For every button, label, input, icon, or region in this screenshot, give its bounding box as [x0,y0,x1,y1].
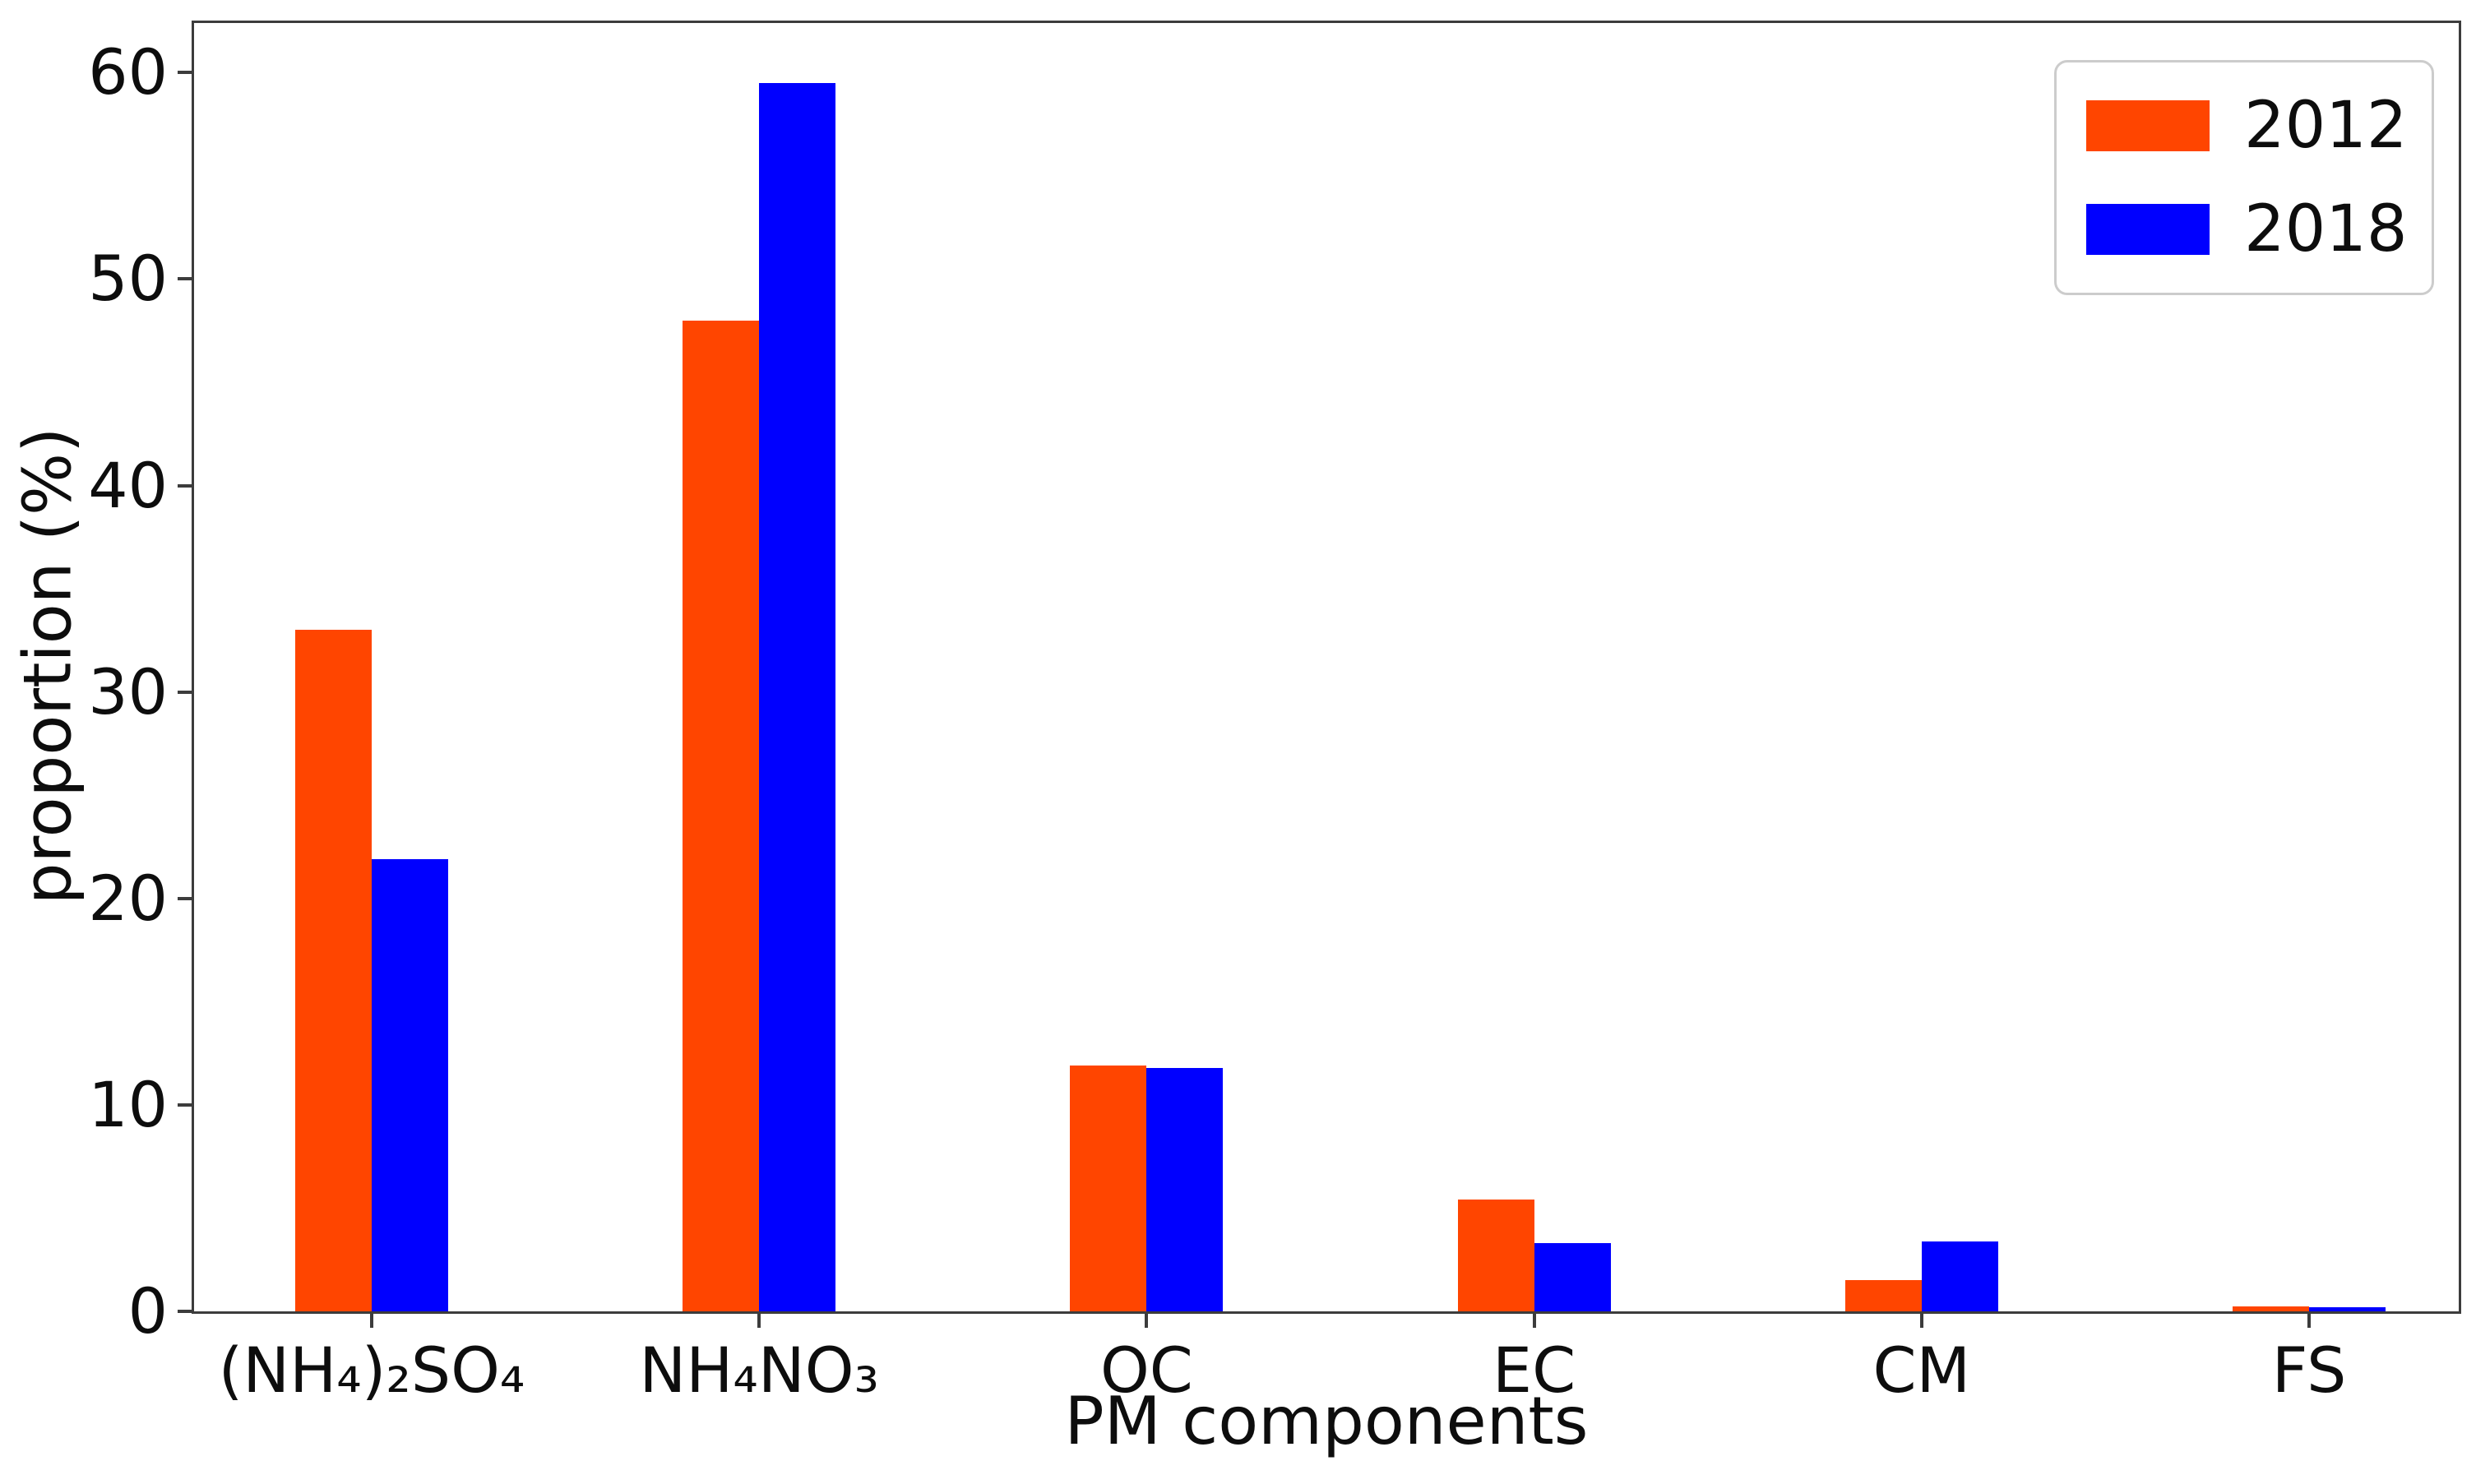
bar-2012-1 [295,630,372,1311]
y-tick-mark [178,483,192,488]
legend: 2012 2018 [2054,60,2434,295]
bar-2018-6 [2309,1306,2386,1311]
bar-2012-6 [2233,1306,2309,1311]
legend-swatch [2086,100,2210,151]
x-tick-label: OC [1099,1334,1193,1407]
x-tick-label: FS [2271,1334,2347,1407]
y-tick-mark [178,690,192,694]
x-tick-label: CM [1872,1334,1971,1407]
x-tick-mark [1532,1314,1536,1328]
y-tick-label: 10 [88,1067,168,1141]
bar-2018-5 [1921,1241,1998,1311]
legend-swatch [2086,204,2210,255]
bar-2012-3 [1070,1066,1147,1311]
x-tick-mark [1145,1314,1149,1328]
y-tick-mark [178,1103,192,1107]
bar-2018-3 [1146,1067,1224,1311]
x-tick-mark [2307,1314,2311,1328]
y-tick-label: 30 [88,654,168,728]
bar-2018-4 [1534,1243,1611,1311]
x-tick-label: EC [1493,1334,1576,1407]
y-tick-label: 50 [88,242,168,316]
plot-area: 0 10 20 30 40 50 60 (NH₄)₂SO₄ NH₄NO₃ OC EC CM FS 20… [88,21,2461,1404]
y-tick-label: 0 [127,1274,168,1348]
y-tick-label: 40 [88,448,168,522]
y-axis-label: proportion (%) [9,427,86,905]
x-tick-mark [757,1314,761,1328]
legend-entry: 2018 [2086,197,2408,261]
y-tick-label: 60 [88,35,168,109]
x-tick-label: (NH₄)₂SO₄ [218,1334,525,1407]
bar-2018-2 [759,82,836,1311]
y-tick-mark [178,277,192,281]
x-tick-mark [1919,1314,1923,1328]
bar-2012-4 [1457,1200,1534,1311]
legend-entry: 2012 [2086,94,2408,158]
bar-2018-1 [372,859,448,1311]
y-tick-mark [178,1310,192,1313]
legend-label: 2012 [2244,89,2408,163]
x-axis-label: PM components [1064,1383,1589,1459]
bar-2012-5 [1844,1280,1922,1311]
y-tick-mark [178,896,192,900]
bar-2012-2 [683,320,760,1311]
legend-label: 2018 [2244,192,2408,266]
x-tick-mark [370,1314,373,1328]
y-tick-mark [178,71,192,75]
x-tick-label: NH₄NO₃ [639,1334,879,1407]
y-tick-label: 20 [88,861,168,935]
